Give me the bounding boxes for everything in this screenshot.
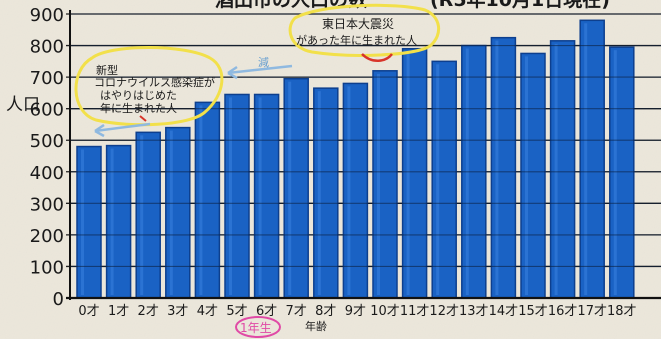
x-tick-label: 13才 (459, 304, 489, 319)
chart-subtitle: (R5年10月1日現在) (430, 0, 610, 11)
bar-highlight (258, 97, 262, 295)
bar (135, 131, 161, 299)
bar (401, 47, 428, 299)
x-tick-label: 7才 (286, 304, 307, 319)
bar-highlight (613, 50, 617, 296)
x-tick-label: 3才 (167, 304, 188, 319)
y-tick-label: 100 (30, 257, 64, 278)
x-tick-label: 6才 (256, 304, 277, 319)
bar (431, 60, 457, 299)
x-tick-label: 9才 (345, 304, 366, 319)
bar-highlight (495, 40, 499, 295)
covid-annotation-line1: 新型 (96, 63, 118, 77)
bar (372, 70, 398, 299)
covid-annotation: 新型 コロナウイルス感染症が はやりはじめた 年に生まれた人 (74, 46, 224, 138)
y-tick-label: 400 (30, 163, 64, 184)
first-grade-circle (235, 316, 281, 338)
y-tick-label: 0 (53, 289, 64, 310)
x-tick-labels: 0才 1才 2才 3才 4才 5才 6才 7才 8才 9才 10才 11才 12才 13才 14才 15才 16… (78, 304, 636, 319)
bar-highlight (377, 73, 380, 295)
y-tick-labels: 0 100 200 300 400 500 600 700 800 900 (30, 5, 64, 310)
bar (549, 40, 576, 299)
bar-highlight (81, 149, 84, 295)
bar-highlight (525, 56, 528, 295)
bar-highlight (317, 91, 321, 296)
x-tick-label: 15才 (518, 304, 548, 319)
covid-annotation-line4: 年に生まれた人 (100, 101, 177, 115)
covid-annotation-line2: コロナウイルス感染症が (94, 75, 215, 89)
axes (66, 10, 661, 300)
covid-red-mark (139, 115, 147, 122)
earthquake-red-mark (361, 53, 393, 62)
earthquake-bubble (288, 3, 441, 57)
x-tick-label: 18才 (607, 304, 637, 319)
x-tick-label: 5才 (226, 304, 247, 319)
x-tick-label: 12才 (429, 304, 459, 319)
bar (342, 82, 369, 299)
earthquake-annotation: 東日本大震災 があった年に生まれた人 (288, 3, 441, 62)
bar-highlight (229, 97, 232, 295)
bar-highlight (584, 23, 588, 296)
bar-highlight (288, 81, 292, 295)
covid-arrow-head (94, 123, 105, 138)
y-tick-label: 500 (30, 131, 64, 152)
bar-highlight (169, 130, 173, 295)
x-tick-label: 2才 (138, 304, 159, 319)
bar (76, 145, 102, 299)
decrease-arrow (227, 64, 293, 75)
bar-highlight (140, 135, 144, 295)
y-tick-label: 700 (30, 68, 64, 89)
x-axis-label: 年齢 (305, 319, 327, 333)
bar (520, 52, 546, 299)
bars (70, 13, 661, 299)
x-tick-label: 8才 (315, 304, 336, 319)
covid-bubble (74, 46, 224, 127)
first-grade-label: 1年生 (240, 321, 272, 335)
x-tick-label: 0才 (78, 304, 99, 319)
x-tick-label: 10才 (370, 304, 400, 319)
first-grade-marker: 1年生 (235, 316, 281, 338)
bar (283, 77, 309, 299)
y-axis-label: 人口 (6, 95, 40, 115)
y-tick-label: 200 (30, 226, 64, 247)
bar-highlight (110, 148, 114, 295)
y-tick-label: 800 (30, 37, 64, 58)
bar (194, 101, 221, 299)
y-tick-label: 600 (30, 100, 64, 121)
y-tick-label: 300 (30, 194, 64, 215)
x-tick-label: 4才 (197, 304, 218, 319)
bar-highlight (406, 51, 410, 295)
earthquake-annotation-line2: があった年に生まれた人 (296, 33, 417, 47)
x-tick-label: 17才 (577, 304, 607, 319)
bar (253, 93, 280, 299)
bar-highlight (436, 64, 440, 295)
decrease-arrow-head (227, 65, 238, 80)
bar-highlight (199, 105, 203, 295)
bar-highlight (347, 86, 351, 295)
bar (579, 19, 605, 299)
bar (105, 144, 132, 299)
chart-title: 酒田市の人口の数 (215, 0, 368, 11)
earthquake-annotation-line1: 東日本大震災 (322, 17, 394, 31)
bar (224, 93, 250, 299)
x-tick-label: 1才 (108, 304, 129, 319)
decrease-label: 減 (258, 55, 269, 69)
bar (165, 126, 191, 299)
y-tick-label: 900 (30, 5, 64, 26)
decrease-annotation: 減 (227, 55, 293, 80)
covid-annotation-line3: はやりはじめた (100, 89, 177, 102)
x-tick-label: 11才 (400, 304, 430, 319)
x-tick-label: 14才 (489, 304, 519, 319)
covid-arrow (94, 122, 151, 133)
bar (609, 46, 635, 299)
x-tick-label: 16才 (548, 304, 578, 319)
bar-highlight (554, 43, 558, 296)
